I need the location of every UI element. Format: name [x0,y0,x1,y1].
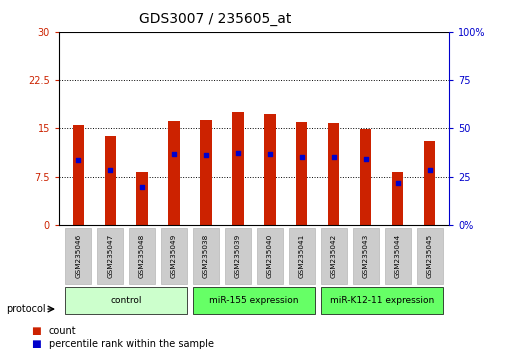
Bar [65,228,91,284]
Bar [193,228,219,284]
Point [234,150,242,156]
Bar [264,114,275,225]
Point [393,180,402,186]
Text: miR-155 expression: miR-155 expression [209,296,299,305]
Bar [385,228,411,284]
Bar [328,122,340,225]
Text: control: control [110,296,142,305]
Text: percentile rank within the sample: percentile rank within the sample [49,339,214,349]
Bar [352,228,379,284]
Bar [360,129,371,225]
Point [426,167,434,173]
Text: GSM235046: GSM235046 [75,234,81,278]
Text: GSM235048: GSM235048 [139,234,145,278]
Bar [424,141,436,225]
Bar [321,287,443,314]
Text: GSM235040: GSM235040 [267,234,273,278]
Bar [225,228,251,284]
Bar [232,112,244,225]
Point [106,167,114,173]
Bar [321,228,347,284]
Text: protocol: protocol [6,304,46,314]
Bar [168,121,180,225]
Point [298,154,306,160]
Point [266,151,274,157]
Bar [417,228,443,284]
Text: ■: ■ [31,339,41,349]
Text: GDS3007 / 235605_at: GDS3007 / 235605_at [139,12,292,27]
Text: GSM235049: GSM235049 [171,234,177,278]
Point [138,185,146,190]
Text: GSM235041: GSM235041 [299,234,305,278]
Text: GSM235038: GSM235038 [203,234,209,278]
Bar [257,228,283,284]
Bar [65,287,187,314]
Bar [72,125,84,225]
Bar [193,287,315,314]
Text: GSM235042: GSM235042 [331,234,337,278]
Bar [161,228,187,284]
Bar [105,136,116,225]
Text: GSM235047: GSM235047 [107,234,113,278]
Bar [297,122,307,225]
Text: ■: ■ [31,326,41,336]
Text: GSM235045: GSM235045 [427,234,432,278]
Bar [129,228,155,284]
Point [330,154,338,160]
Point [202,153,210,158]
Point [170,151,178,157]
Text: miR-K12-11 expression: miR-K12-11 expression [330,296,434,305]
Text: GSM235039: GSM235039 [235,234,241,278]
Bar [97,228,123,284]
Point [362,156,370,162]
Bar [289,228,315,284]
Bar [201,120,211,225]
Bar [136,172,148,225]
Text: count: count [49,326,76,336]
Text: GSM235043: GSM235043 [363,234,369,278]
Bar [392,172,403,225]
Text: GSM235044: GSM235044 [394,234,401,278]
Point [74,158,82,163]
